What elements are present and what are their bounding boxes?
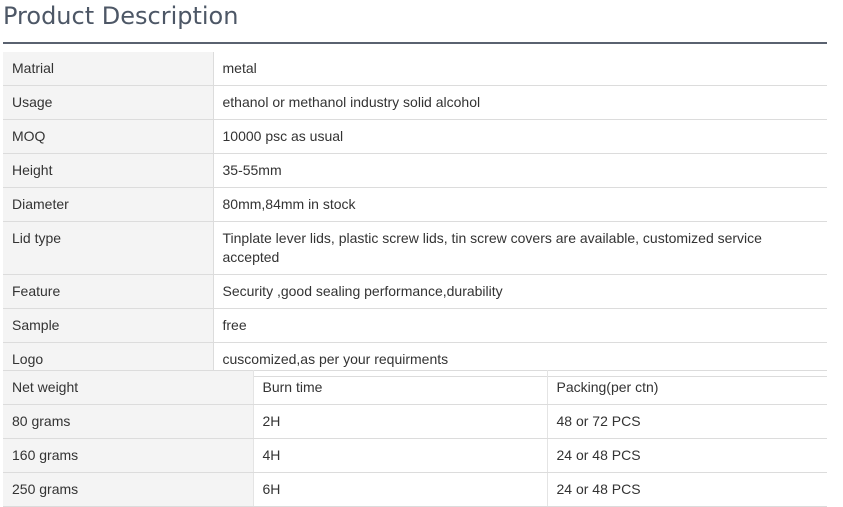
spec-key: Sample [3,308,214,343]
weight-cell: 80 grams [3,404,254,439]
spec-row: Usage ethanol or methanol industry solid … [3,85,827,120]
spec-row: Lid type Tinplate lever lids, plastic scr… [3,221,827,275]
spec-row: Feature Security ,good sealing performanc… [3,274,827,309]
spec-value: 80mm,84mm in stock [213,187,827,222]
weight-cell: 6H [253,472,548,507]
spec-key: Feature [3,274,214,309]
weight-cell: 2H [253,404,548,439]
weight-row: 160 grams 4H 24 or 48 PCS [3,438,827,473]
spec-value: ethanol or methanol industry solid alcoh… [213,85,827,120]
weight-cell: 4H [253,438,548,473]
column-header: Net weight [3,370,254,405]
title-divider [3,42,827,44]
weight-cell: 160 grams [3,438,254,473]
spec-value: free [213,308,827,343]
page-title: Product Description [3,2,239,30]
spec-value: 35-55mm [213,153,827,188]
spec-key: MOQ [3,119,214,154]
spec-key: Lid type [3,221,214,275]
spec-key: Usage [3,85,214,120]
spec-row: MOQ 10000 psc as usual [3,119,827,154]
spec-key: Matrial [3,52,214,86]
spec-value: Security ,good sealing performance,durab… [213,274,827,309]
spec-value: 10000 psc as usual [213,119,827,154]
weight-header-row: Net weight Burn time Packing(per ctn) [3,370,827,405]
spec-row: Sample free [3,308,827,343]
spec-key: Height [3,153,214,188]
spec-value: metal [213,52,827,86]
spec-row: Height 35-55mm [3,153,827,188]
weight-cell: 250 grams [3,472,254,507]
weight-row: 80 grams 2H 48 or 72 PCS [3,404,827,439]
spec-row: Matrial metal [3,52,827,86]
weight-cell: 48 or 72 PCS [547,404,827,439]
weight-row: 250 grams 6H 24 or 48 PCS [3,472,827,507]
spec-table: Matrial metal Usage ethanol or methanol ind… [3,52,827,377]
spec-row: Diameter 80mm,84mm in stock [3,187,827,222]
spec-key: Diameter [3,187,214,222]
column-header: Burn time [253,370,548,405]
weight-cell: 24 or 48 PCS [547,438,827,473]
weight-table: Net weight Burn time Packing(per ctn) 80 gr… [3,370,827,507]
weight-cell: 24 or 48 PCS [547,472,827,507]
spec-value: Tinplate lever lids, plastic screw lids,… [213,221,827,275]
column-header: Packing(per ctn) [547,370,827,405]
